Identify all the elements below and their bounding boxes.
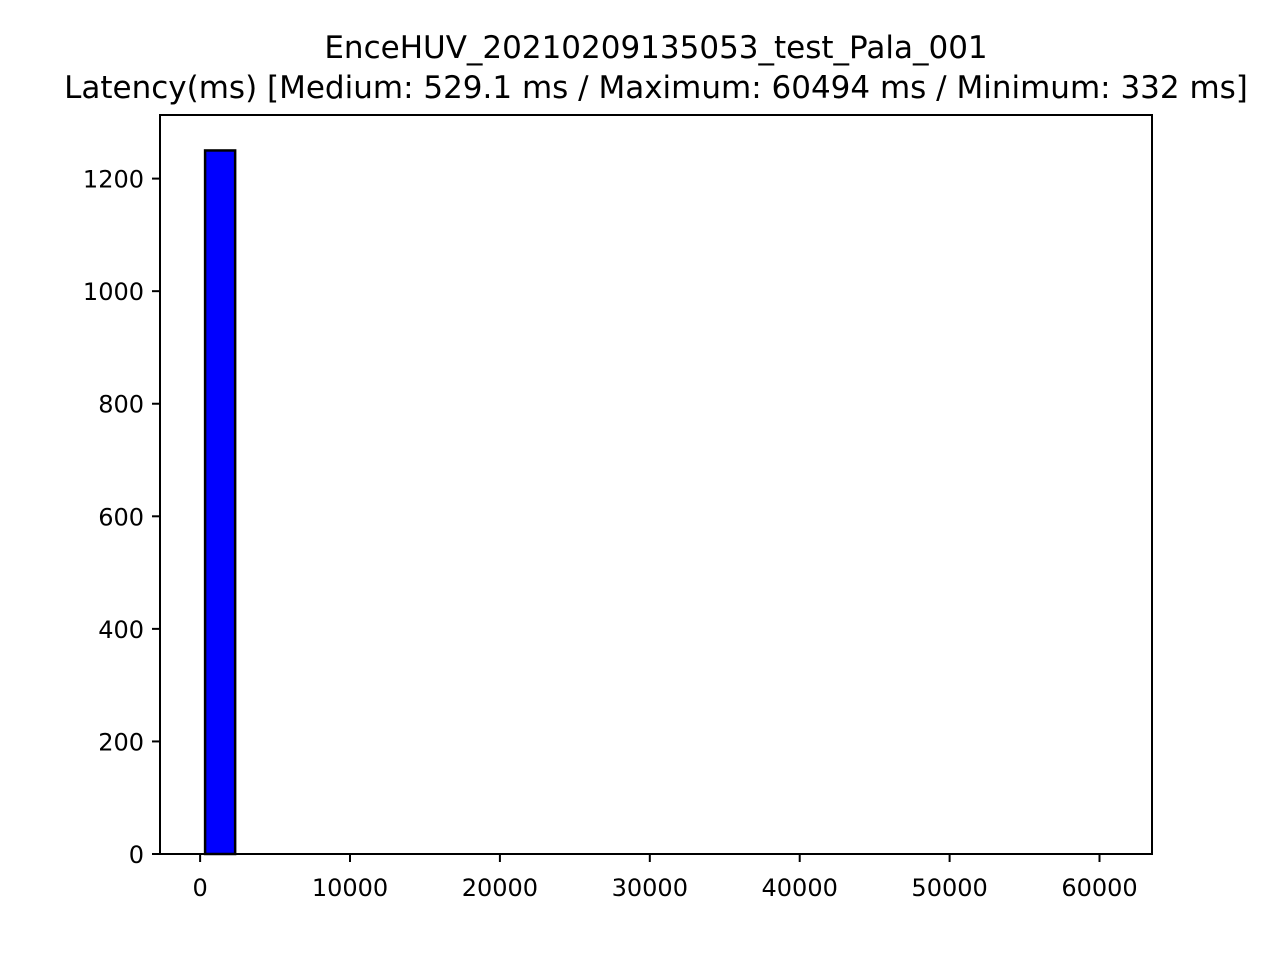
x-tick-label: 50000 [911, 874, 987, 902]
histogram-bar [203, 149, 237, 856]
y-tick-label: 200 [98, 728, 144, 756]
histogram-bars [203, 149, 237, 856]
y-tick-label: 1000 [83, 278, 144, 306]
y-tick-label: 0 [129, 841, 144, 869]
plot-area-frame [159, 114, 1153, 855]
y-tick-label: 1200 [83, 166, 144, 194]
x-tick-label: 30000 [612, 874, 688, 902]
chart-title: EnceHUV_20210209135053_test_Pala_001 [324, 30, 987, 66]
x-axis: 0 10000 20000 30000 40000 50000 60000 [192, 854, 1138, 902]
x-tick-label: 10000 [312, 874, 388, 902]
x-tick-label: 20000 [462, 874, 538, 902]
y-tick-label: 600 [98, 503, 144, 531]
x-tick-label: 60000 [1061, 874, 1137, 902]
y-axis: 0 200 400 600 800 1000 1200 [83, 166, 160, 869]
y-tick-label: 400 [98, 616, 144, 644]
chart-subtitle: Latency(ms) [Medium: 529.1 ms / Maximum:… [64, 70, 1248, 106]
x-tick-label: 40000 [762, 874, 838, 902]
x-tick-label: 0 [192, 874, 207, 902]
y-tick-label: 800 [98, 391, 144, 419]
